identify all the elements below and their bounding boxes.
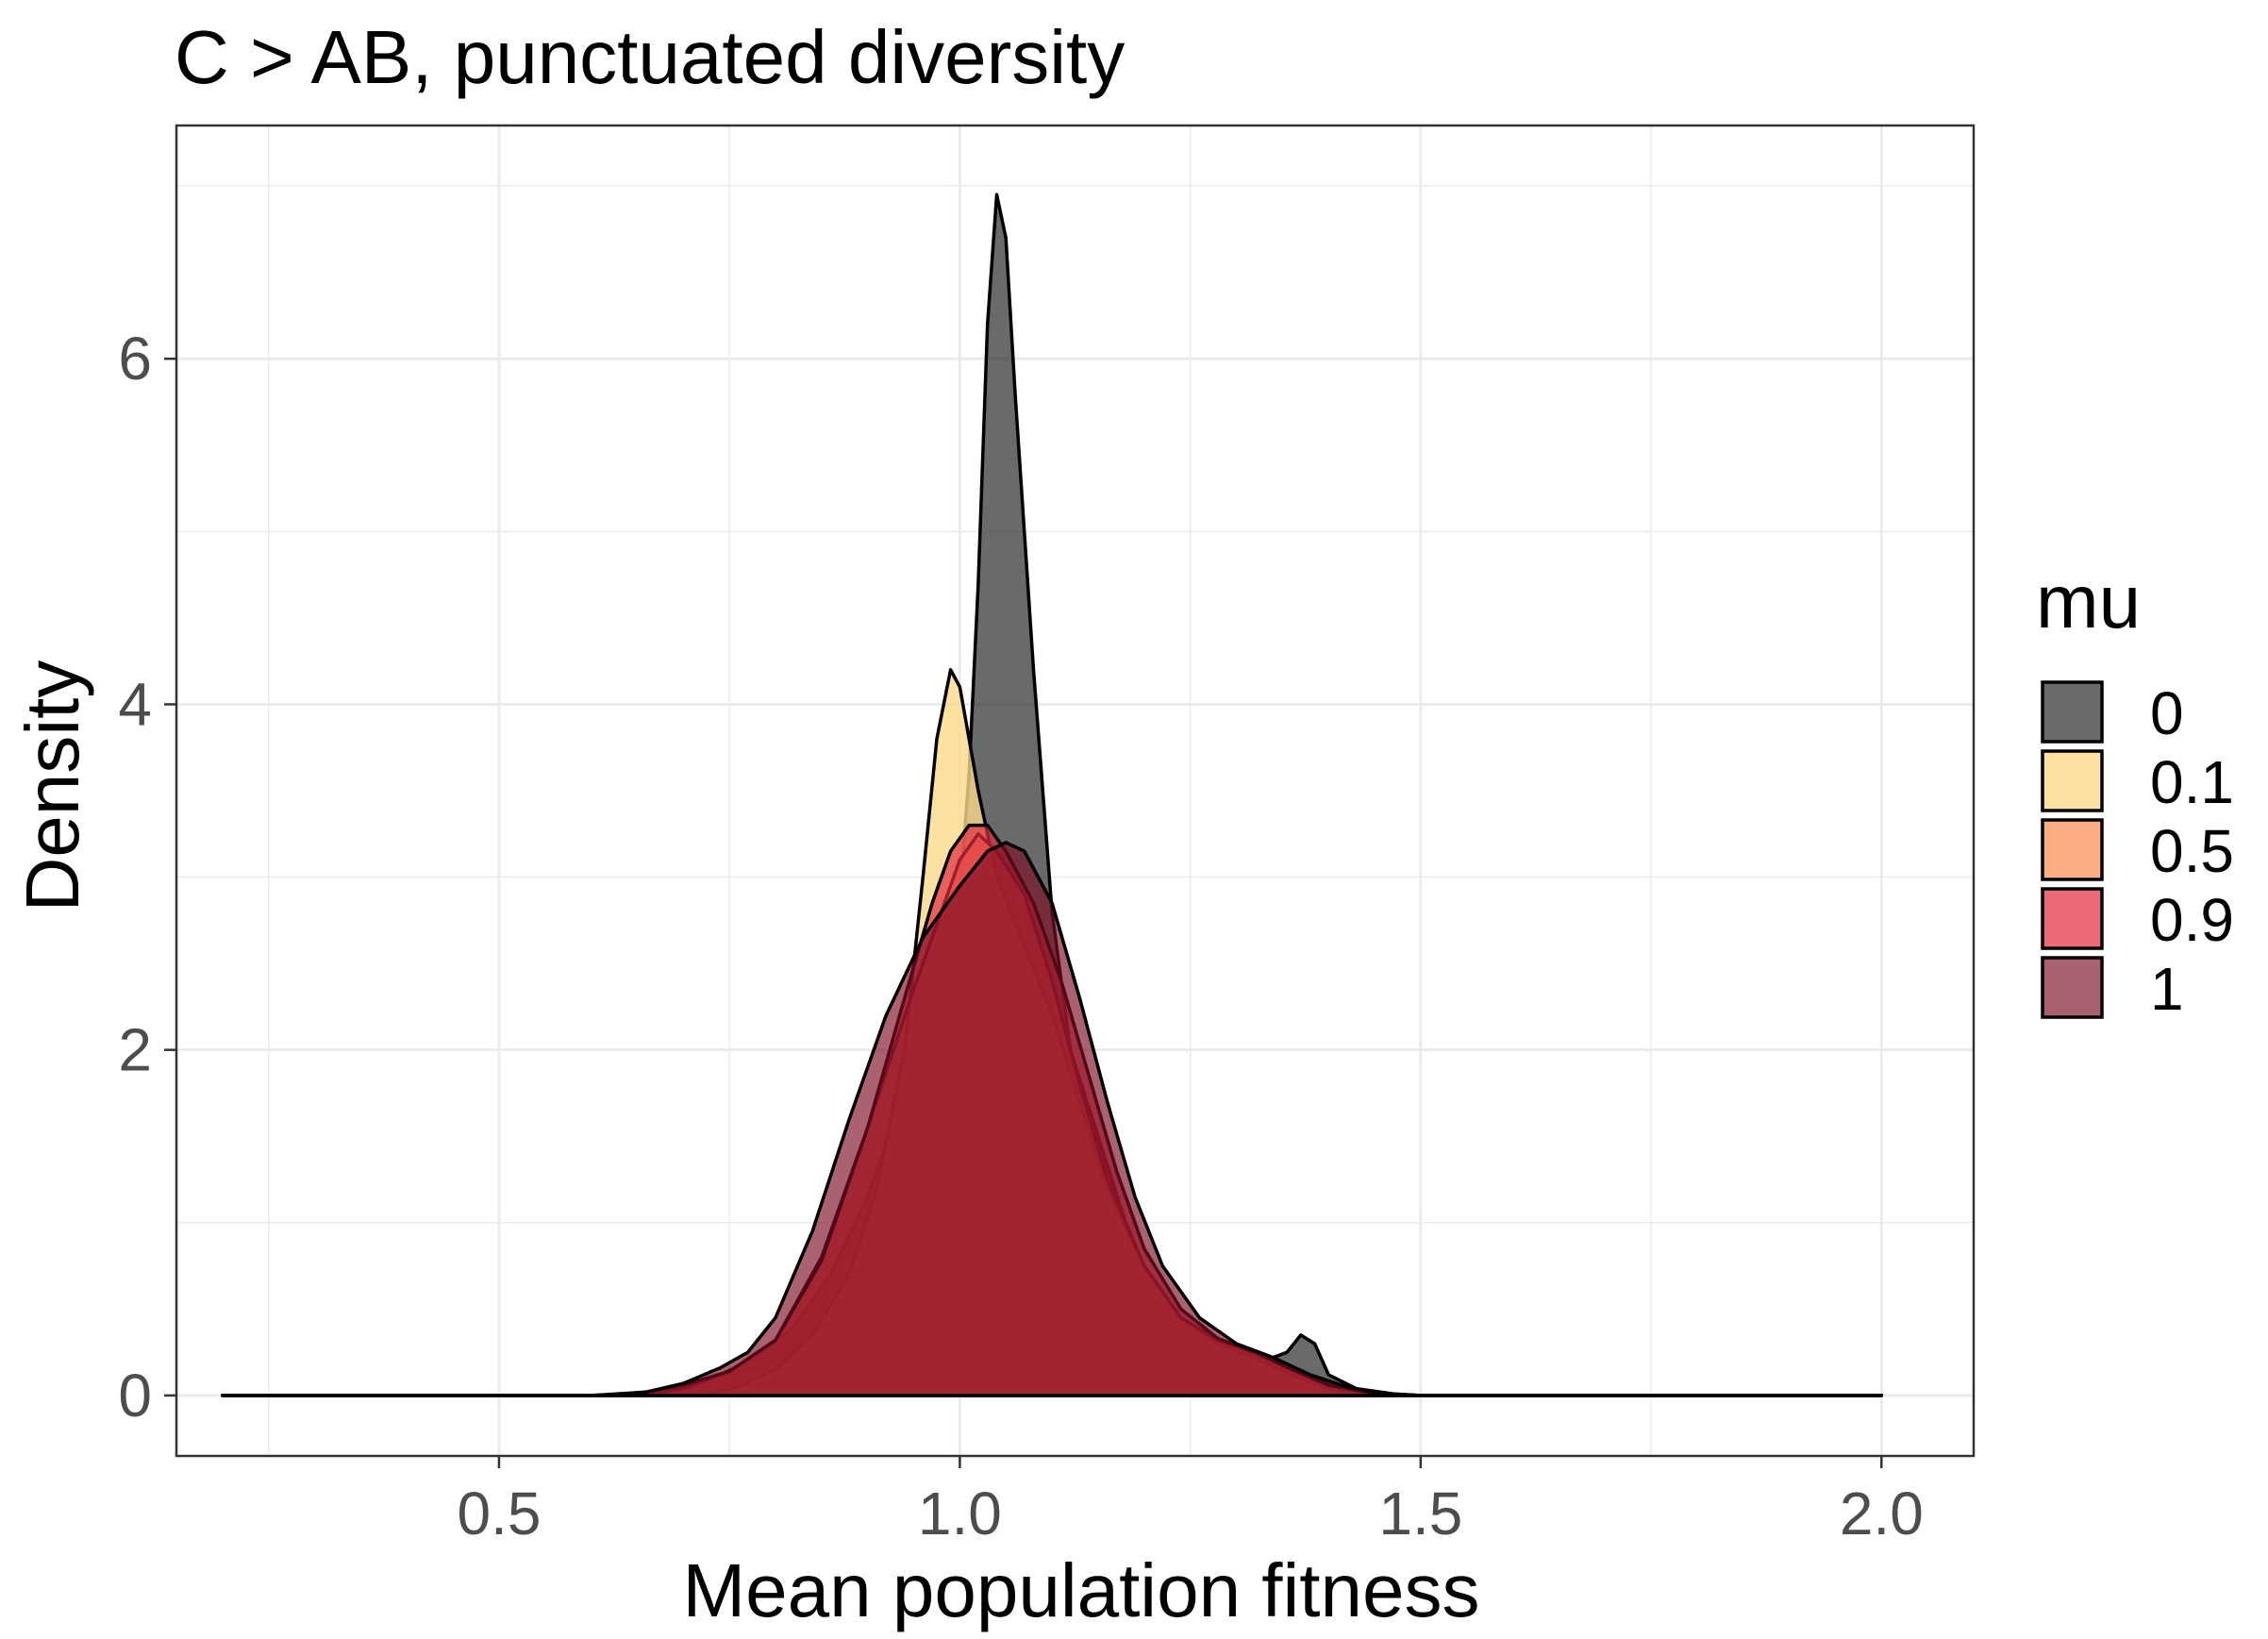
- legend: mu 00.10.50.91: [2036, 560, 2234, 1023]
- density-curves: [221, 192, 1884, 1397]
- legend-item-mu-0-1: 0.1: [2041, 748, 2234, 816]
- legend-title: mu: [2036, 560, 2141, 644]
- chart-title: C > AB, punctuated diversity: [175, 15, 1125, 99]
- y-tick-label: 4: [118, 670, 152, 738]
- legend-label: 0.5: [2150, 817, 2234, 885]
- y-axis: 0 2 4 6: [118, 325, 176, 1430]
- x-axis: 0.5 1.0 1.5 2.0: [457, 1456, 1924, 1547]
- legend-swatch: [2041, 818, 2104, 881]
- legend-label: 0.1: [2150, 748, 2234, 816]
- x-tick-label: 0.5: [457, 1480, 541, 1547]
- x-tick-label: 1.0: [918, 1480, 1002, 1547]
- legend-items: 00.10.50.91: [2041, 679, 2234, 1023]
- legend-swatch: [2041, 749, 2104, 812]
- legend-item-mu-0: 0: [2041, 679, 2184, 747]
- y-axis-title: Density: [10, 661, 94, 912]
- y-tick-label: 2: [118, 1016, 152, 1084]
- legend-item-mu-0-5: 0.5: [2041, 817, 2234, 885]
- y-tick-label: 6: [118, 325, 152, 393]
- legend-swatch: [2041, 680, 2104, 744]
- legend-label: 0.9: [2150, 886, 2234, 954]
- legend-swatch: [2041, 956, 2104, 1019]
- legend-swatch: [2041, 887, 2104, 950]
- x-axis-title: Mean population fitness: [683, 1548, 1480, 1632]
- density-area-mu-1: [221, 841, 1884, 1397]
- legend-label: 1: [2150, 955, 2184, 1023]
- plot-panel-border: [175, 124, 1976, 1458]
- y-tick-label: 0: [118, 1362, 152, 1430]
- legend-item-mu-0-9: 0.9: [2041, 886, 2234, 954]
- legend-item-mu-1: 1: [2041, 955, 2184, 1023]
- legend-label: 0: [2150, 679, 2184, 747]
- x-tick-label: 1.5: [1378, 1480, 1462, 1547]
- x-tick-label: 2.0: [1840, 1480, 1924, 1547]
